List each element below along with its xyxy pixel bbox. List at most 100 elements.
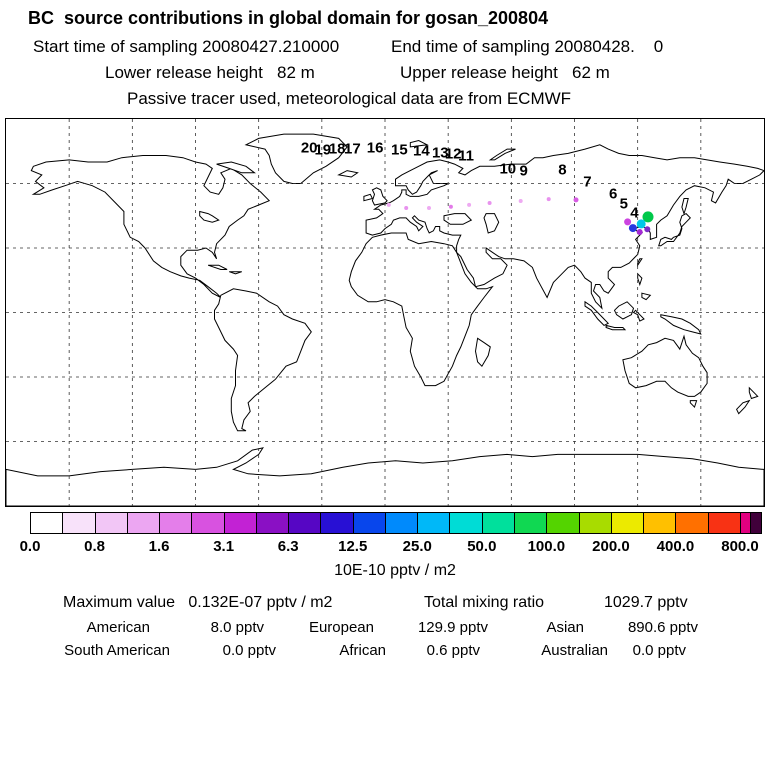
coastline	[409, 139, 429, 148]
colorbar-segment	[160, 513, 193, 533]
trajectory-hour-label: 4	[630, 205, 639, 222]
colorbar-segment	[750, 513, 761, 533]
coastline	[632, 309, 645, 322]
trajectory-hour-label: 11	[458, 148, 474, 165]
colorbar-segment	[289, 513, 322, 533]
coastline	[584, 300, 610, 327]
colorbar-segment	[514, 513, 548, 533]
region-label-african: African	[339, 642, 386, 659]
trajectory-hour-label: 14	[413, 143, 430, 160]
colorbar-tick-label: 1.6	[148, 538, 170, 555]
upper-release-height-text: Upper release height 62 m	[400, 63, 610, 82]
colorbar-segment	[611, 513, 645, 533]
trajectory-hour-label: 8	[558, 162, 566, 179]
coastline	[637, 272, 643, 287]
region-label-australian: Australian	[541, 642, 608, 659]
lower-release-height-text: Lower release height 82 m	[105, 63, 315, 82]
colorbar-segment	[256, 513, 290, 533]
region-value-asian: 890.6 pptv	[627, 619, 698, 636]
trajectory-hour-label: 6	[609, 186, 617, 203]
start-time-text: Start time of sampling 20080427.210000	[33, 37, 340, 56]
colorbar-segment	[547, 513, 580, 533]
colorbar-segment	[127, 513, 161, 533]
coastline	[216, 161, 256, 174]
coastline	[681, 198, 689, 216]
contribution-dot	[487, 201, 492, 205]
contribution-dot	[573, 197, 579, 203]
colorbar-tick-label: 6.3	[277, 538, 299, 555]
end-time-text: End time of sampling 20080428. 0	[391, 37, 664, 56]
colorbar-segment	[95, 513, 128, 533]
colorbar-tick-label: 100.0	[527, 538, 566, 555]
colorbar-segment	[418, 513, 451, 533]
colorbar-segment	[644, 513, 677, 533]
region-label-asian: Asian	[546, 619, 584, 636]
maximum-value-text: Maximum value 0.132E-07 pptv / m2	[63, 594, 333, 611]
coastline	[348, 232, 494, 387]
colorbar-tick-label: 25.0	[402, 538, 432, 555]
trajectory-hour-label: 20	[301, 140, 318, 157]
coastline	[365, 144, 764, 310]
region-label-european: European	[308, 619, 374, 636]
colorbar-tick-label: 0.8	[84, 538, 105, 555]
trajectory-hour-label: 16	[367, 140, 384, 157]
colorbar-segment	[31, 513, 64, 533]
contribution-dot	[636, 229, 643, 235]
colorbar-tick-label: 3.1	[213, 538, 235, 555]
contribution-dot	[467, 202, 472, 207]
contribution-dot	[624, 218, 632, 226]
coastline	[622, 334, 708, 397]
region-value-american: 8.0 pptv	[210, 619, 264, 636]
colorbar-segment	[676, 513, 709, 533]
lake-outline	[483, 213, 500, 234]
colorbar-segment	[385, 513, 419, 533]
trajectory-hour-label: 5	[620, 196, 628, 213]
coastline	[735, 399, 751, 415]
coastline	[641, 292, 652, 301]
colorbar-tick-label: 0.0	[19, 538, 41, 555]
trajectory-hour-label: 17	[344, 141, 361, 158]
coastline	[363, 193, 374, 202]
colorbar-tick-label: 50.0	[467, 538, 497, 555]
coastline	[637, 258, 643, 267]
trajectory-hour-label: 19	[314, 142, 331, 159]
colorbar	[30, 512, 762, 534]
coastline	[214, 288, 312, 432]
contribution-dot	[642, 211, 654, 223]
colorbar-tick-label: 12.5	[338, 538, 368, 555]
colorbar-tick-label: 800.0	[721, 538, 759, 555]
region-label-south-american: South American	[64, 642, 170, 659]
trajectory-hour-label: 15	[391, 142, 408, 159]
coastline	[207, 264, 228, 270]
coastline	[474, 337, 491, 368]
contribution-dot	[628, 224, 637, 233]
colorbar-tick-labels: 0.0 0.8 1.6 3.1 6.3 12.5 25.0 50.0 100.0 200.0 400…	[20, 538, 762, 556]
contribution-dot	[636, 219, 646, 229]
colorbar-unit-label: 10E-10 pptv / m2	[334, 562, 456, 579]
colorbar-segment	[192, 513, 225, 533]
coastline	[613, 301, 635, 320]
region-value-african: 0.6 pptv	[426, 642, 480, 659]
coastline	[605, 324, 627, 331]
colorbar-segment	[450, 513, 483, 533]
colorbar-segment	[708, 513, 741, 533]
trajectory-hour-label: 10	[499, 160, 516, 177]
colorbar-tick-label: 200.0	[592, 538, 630, 555]
total-mixing-ratio-value: 1029.7 pptv	[604, 594, 688, 611]
contribution-dot	[644, 226, 651, 233]
page-title: BC source contributions in global domain…	[28, 8, 549, 28]
coastline	[488, 148, 516, 161]
region-value-european: 129.9 pptv	[417, 619, 488, 636]
trajectory-hour-label: 13	[432, 145, 449, 162]
tracer-note-text: Passive tracer used, meteorological data…	[127, 89, 572, 108]
region-label-american: American	[86, 619, 150, 636]
coastline	[371, 187, 388, 206]
coastline	[244, 133, 348, 184]
coastline	[660, 314, 702, 335]
trajectory-hour-label: 18	[329, 141, 346, 158]
lake-outline	[199, 210, 220, 223]
coastline	[748, 386, 759, 400]
contribution-dot	[448, 204, 453, 209]
